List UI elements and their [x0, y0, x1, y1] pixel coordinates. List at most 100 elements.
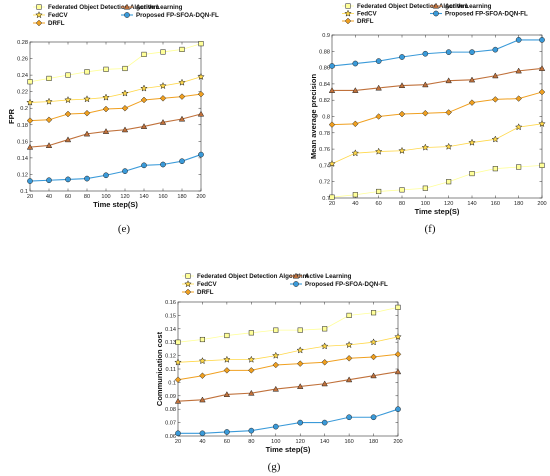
data-point	[175, 430, 181, 437]
legend-label: Federated Object Detection Algorithm	[48, 4, 160, 11]
legend-entry: Federated Object Detection Algorithm	[33, 4, 160, 11]
data-point	[468, 99, 476, 106]
x-axis-label: Time step(S)	[93, 200, 138, 209]
legend-marker	[344, 9, 352, 17]
x-tick-label: 20	[175, 439, 181, 445]
y-tick-label: 0.82	[319, 98, 330, 104]
legend-entry: Active Learning	[290, 272, 352, 280]
y-tick-label: 0.86	[319, 66, 330, 72]
legend-marker	[292, 272, 300, 279]
data-point	[83, 95, 91, 103]
plot-area	[331, 34, 543, 199]
y-tick-label: 0.88	[319, 49, 330, 55]
y-tick-label: 0.07	[165, 421, 176, 427]
data-point	[399, 187, 405, 193]
legend-marker	[35, 11, 43, 19]
data-point	[395, 304, 401, 310]
data-point	[102, 105, 110, 113]
data-point	[64, 110, 72, 118]
data-point	[223, 367, 231, 374]
data-point	[159, 95, 167, 102]
legend-entry: Active Learning	[430, 2, 492, 10]
legend-marker	[123, 3, 131, 10]
data-point	[83, 130, 91, 137]
data-point	[351, 149, 360, 157]
y-tick-label: 0.78	[319, 131, 330, 137]
data-point	[223, 391, 231, 397]
data-point	[197, 72, 205, 80]
data-point	[394, 351, 402, 358]
data-point	[398, 146, 406, 154]
data-point	[248, 330, 254, 336]
y-tick-label: 0.84	[319, 82, 330, 88]
y-tick-label: 0.18	[17, 123, 28, 129]
data-point	[140, 84, 148, 92]
chart-panel-f: 20 40 60 80 100 120 140 160 180 200 0.7 0.72 0.74 0.7…	[309, 2, 547, 235]
data-point	[492, 46, 499, 53]
y-tick-label: 0.16	[17, 139, 28, 145]
y-tick-label: 0.7	[322, 196, 330, 202]
y-tick-label: 0.2	[20, 106, 28, 112]
data-point	[446, 179, 452, 185]
legend-entry: Active Learning	[121, 3, 183, 11]
legend-label: DRFL	[357, 18, 374, 25]
data-point	[329, 63, 335, 69]
data-point	[321, 419, 328, 426]
y-tick-label: 0.14	[165, 327, 176, 333]
data-point	[122, 65, 128, 72]
data-point	[179, 158, 185, 165]
data-point	[198, 357, 207, 365]
data-point	[371, 310, 377, 316]
series-line-4	[29, 113, 202, 148]
y-tick-label: 0.08	[165, 407, 176, 413]
series-line-5	[29, 154, 202, 182]
data-point	[178, 78, 186, 86]
data-point	[64, 95, 72, 104]
data-point	[421, 143, 430, 151]
x-tick-label: 60	[65, 194, 71, 200]
series-line-1	[177, 306, 399, 343]
data-point	[376, 188, 382, 195]
data-point	[352, 192, 358, 198]
data-point	[374, 147, 383, 155]
data-point	[199, 430, 206, 437]
y-tick-label: 0.1	[168, 380, 176, 386]
data-point	[422, 50, 429, 57]
data-point	[45, 142, 53, 148]
x-tick-label: 60	[224, 439, 230, 445]
data-point	[272, 351, 280, 359]
legend-entry: DRFL	[342, 17, 374, 25]
legend-entry: FedCV	[33, 11, 68, 19]
data-point	[199, 372, 206, 379]
data-point	[370, 353, 377, 361]
y-tick-label: 0.12	[17, 172, 28, 178]
data-point	[102, 128, 110, 134]
legend-label: FedCV	[197, 281, 217, 288]
data-point	[445, 109, 452, 116]
data-point	[121, 126, 129, 133]
series-line-2	[331, 123, 543, 165]
data-point	[272, 385, 280, 392]
data-point	[445, 77, 452, 84]
data-point	[539, 37, 545, 43]
data-point	[65, 176, 71, 183]
data-point	[345, 340, 353, 349]
legend-marker	[124, 12, 130, 18]
y-tick-label: 0.14	[17, 156, 28, 162]
data-point	[179, 46, 185, 53]
data-point	[346, 312, 352, 318]
legend-label: Active Learning	[445, 3, 492, 10]
data-point	[159, 81, 167, 90]
series-line-3	[29, 93, 202, 122]
data-point	[140, 96, 148, 104]
data-point	[103, 172, 109, 179]
data-point	[375, 58, 382, 64]
x-tick-label: 120	[444, 201, 453, 207]
y-tick-label: 0.16	[165, 300, 176, 306]
data-point	[468, 138, 476, 146]
data-point	[395, 406, 401, 413]
x-tick-label: 180	[177, 194, 186, 200]
x-tick-label: 80	[248, 439, 254, 445]
data-point	[103, 66, 109, 72]
data-point	[469, 171, 475, 177]
